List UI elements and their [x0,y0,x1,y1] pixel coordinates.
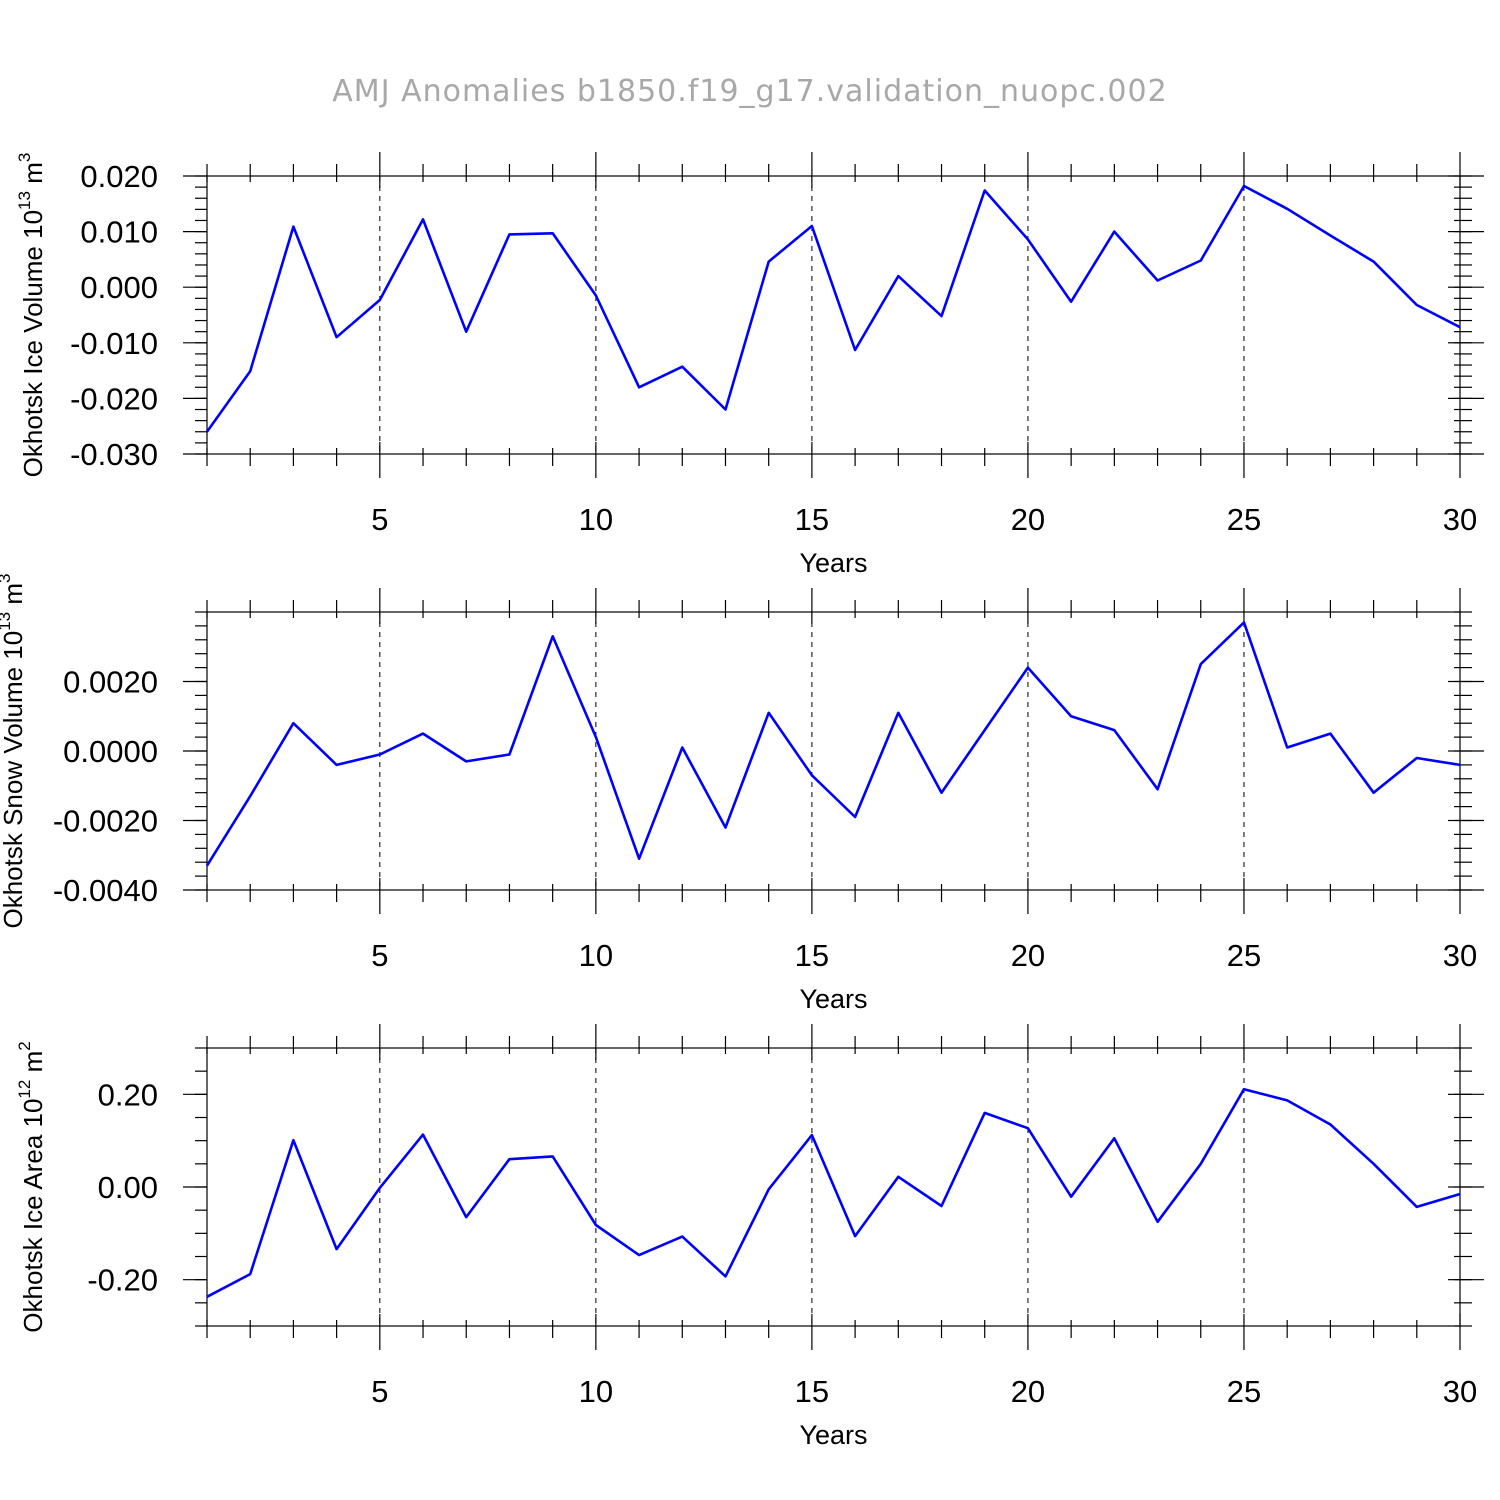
y-axis-label-unit: m [18,162,48,191]
chart-title: AMJ Anomalies b1850.f19_g17.validation_n… [332,74,1167,109]
y-axis-label-exponent: 12 [15,1080,34,1099]
x-axis-label: Years [799,984,867,1014]
data-series-line [205,621,1461,867]
y-axis-label-unit-exponent: 2 [15,1041,34,1050]
y-axis-label-exponent: 13 [15,191,34,210]
x-tick-label: 30 [1443,938,1477,973]
y-axis-label: Okhotsk Ice Volume 1013 m3 [15,153,48,478]
x-tick-label: 25 [1227,938,1261,973]
data-series-line [205,184,1461,433]
y-axis-label-main: Okhotsk Ice Volume 10 [18,210,48,477]
x-tick-label: 15 [795,938,829,973]
data-series-line [206,1087,1461,1298]
y-tick-label: 0.0000 [63,734,158,769]
x-tick-label: 10 [579,938,613,973]
x-tick-label: 5 [371,1374,388,1409]
x-tick-label: 20 [1011,1374,1045,1409]
y-tick-label: -0.030 [70,437,158,472]
plot-frame [206,175,1461,455]
plot-panel-2: 5 10 15 20 25 30 Years -0.0040 -0.0020 0.0000 0.00… [0,574,1484,1014]
x-axis-label: Years [799,548,867,578]
y-tick-label: -0.010 [70,326,158,361]
y-tick-label: -0.020 [70,381,158,416]
y-axis-label-unit-exponent: 3 [15,153,34,162]
y-axis-label: Okhotsk Snow Volume 1013 m3 [0,574,28,929]
x-tick-label: 20 [1011,938,1045,973]
y-tick-label: -0.0020 [53,804,158,839]
plot-panel-3: 5 10 15 20 25 30 Years -0.20 0.00 0.20 Okhotsk Ice… [15,1024,1484,1450]
x-tick-label: 15 [795,1374,829,1409]
y-tick-label: 0.000 [80,270,158,305]
y-tick-label: 0.020 [80,159,158,194]
y-axis-label-main: Okhotsk Snow Volume 10 [0,631,28,929]
y-axis-label: Okhotsk Ice Area 1012 m2 [15,1041,48,1332]
y-tick-label: 0.20 [98,1077,158,1112]
x-axis-label: Years [799,1420,867,1450]
x-tick-label: 5 [371,938,388,973]
y-tick-label: 0.0020 [63,665,158,700]
x-tick-label: 30 [1443,502,1477,537]
y-axis-label-unit-exponent: 3 [0,574,14,583]
x-tick-label: 25 [1227,502,1261,537]
y-tick-label: 0.010 [80,215,158,250]
x-tick-label: 15 [795,502,829,537]
y-axis-label-main: Okhotsk Ice Area 10 [18,1099,48,1333]
y-axis-label-unit: m [18,1051,48,1080]
y-tick-label: -0.20 [87,1263,158,1298]
plot-frame [206,611,1461,891]
x-tick-label: 25 [1227,1374,1261,1409]
plot-panel-1: 5 10 15 20 25 30 Years -0.030 -0.020 -0.010 0.000 0… [15,152,1484,578]
x-tick-label: 20 [1011,502,1045,537]
y-tick-label: 0.00 [98,1170,158,1205]
x-tick-label: 10 [579,1374,613,1409]
y-axis-label-unit: m [0,583,28,612]
x-tick-label: 30 [1443,1374,1477,1409]
y-axis-label-exponent: 13 [0,612,14,631]
x-tick-label: 10 [579,502,613,537]
x-tick-label: 5 [371,502,388,537]
y-tick-label: -0.0040 [53,873,158,908]
